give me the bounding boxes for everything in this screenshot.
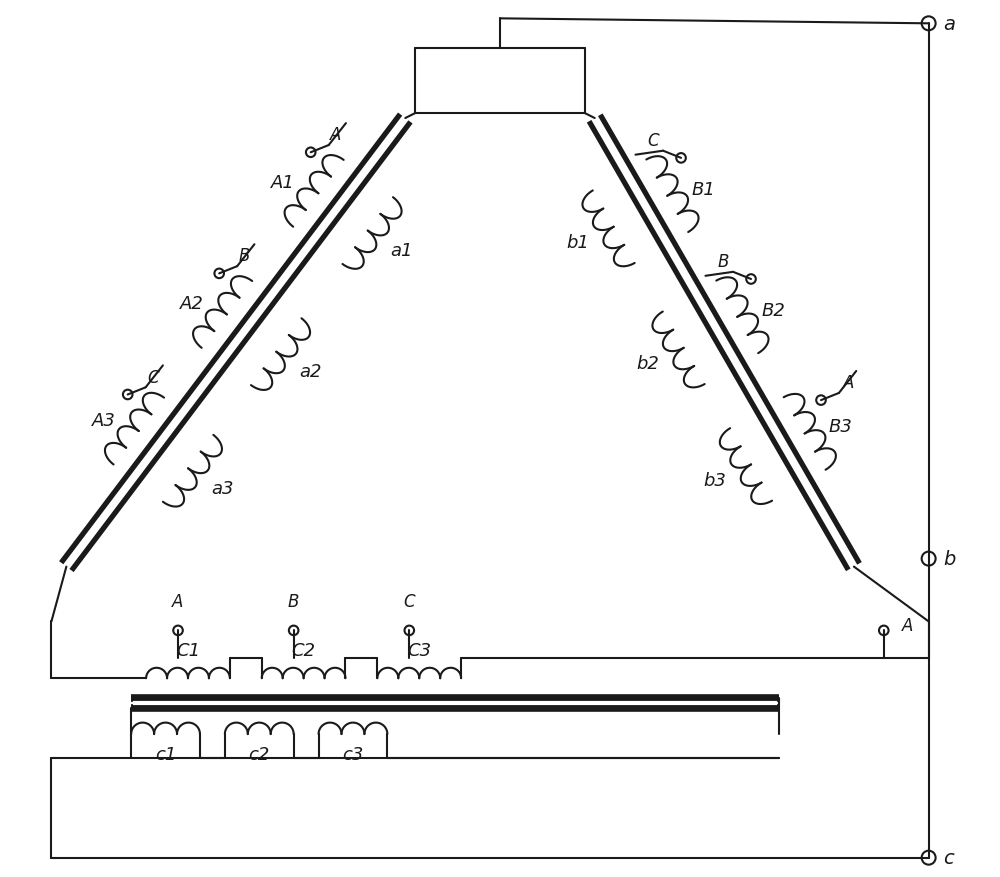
Text: c: c <box>944 848 954 867</box>
Text: b1: b1 <box>566 233 589 252</box>
Text: c1: c1 <box>155 745 176 763</box>
Text: B: B <box>238 247 250 265</box>
Text: A: A <box>843 374 855 392</box>
Text: a3: a3 <box>211 479 233 497</box>
Text: C3: C3 <box>407 642 431 660</box>
Text: a1: a1 <box>391 242 413 260</box>
Text: c3: c3 <box>342 745 364 763</box>
Text: B3: B3 <box>829 418 853 436</box>
Text: a2: a2 <box>299 363 322 381</box>
Text: A: A <box>330 126 341 144</box>
Text: c2: c2 <box>249 745 270 763</box>
Text: b3: b3 <box>704 471 726 489</box>
Text: A: A <box>902 617 913 635</box>
Text: B: B <box>717 253 729 271</box>
Text: C: C <box>647 132 659 150</box>
Text: b: b <box>944 550 956 568</box>
Text: a: a <box>944 15 956 34</box>
Text: B: B <box>288 593 299 610</box>
Text: C2: C2 <box>292 642 316 660</box>
Text: B1: B1 <box>692 181 715 198</box>
Text: C1: C1 <box>176 642 200 660</box>
Text: A2: A2 <box>180 295 204 312</box>
Text: A1: A1 <box>271 174 295 191</box>
Text: C: C <box>147 368 158 386</box>
Text: C: C <box>403 593 415 610</box>
Text: A: A <box>172 593 184 610</box>
Text: B2: B2 <box>761 302 785 319</box>
Text: A3: A3 <box>92 411 116 429</box>
Text: b2: b2 <box>636 354 659 373</box>
